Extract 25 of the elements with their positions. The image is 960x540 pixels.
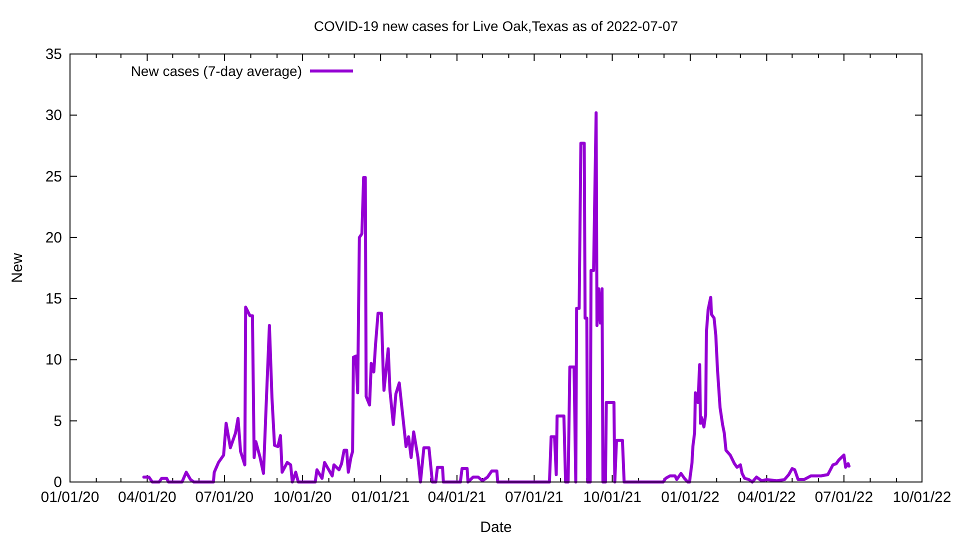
x-tick-label: 07/01/21: [504, 489, 564, 506]
y-tick-label: 35: [45, 46, 62, 63]
line-series: [142, 111, 851, 484]
x-tick-label: 07/01/22: [814, 489, 874, 506]
chart-title: COVID-19 new cases for Live Oak,Texas as of 2022-07-07: [314, 18, 678, 34]
y-tick-label: 5: [54, 412, 62, 430]
x-axis-title: Date: [480, 519, 512, 536]
y-tick-label: 20: [45, 229, 62, 246]
x-tick-label: 01/01/22: [661, 489, 720, 506]
y-tick-label: 0: [54, 474, 62, 491]
x-tick-label: 04/01/21: [428, 489, 486, 506]
x-tick-label: 10/01/22: [892, 489, 952, 506]
x-tick-label: 01/01/20: [40, 489, 100, 506]
x-tick-label: 01/01/21: [351, 489, 410, 506]
x-tick-label: 04/01/20: [118, 489, 176, 506]
x-tick-label: 07/01/20: [195, 489, 254, 506]
x-tick-label: 10/01/20: [273, 489, 332, 506]
y-axis-title: New: [9, 252, 26, 284]
legend-label: New cases (7-day average): [130, 63, 302, 79]
y-tick-label: 30: [45, 107, 62, 124]
y-tick-label: 15: [45, 290, 62, 308]
x-tick-label: 10/01/21: [583, 489, 642, 506]
y-tick-label: 25: [45, 168, 62, 186]
x-tick-label: 04/01/22: [738, 489, 796, 506]
y-tick-label: 10: [45, 352, 62, 369]
